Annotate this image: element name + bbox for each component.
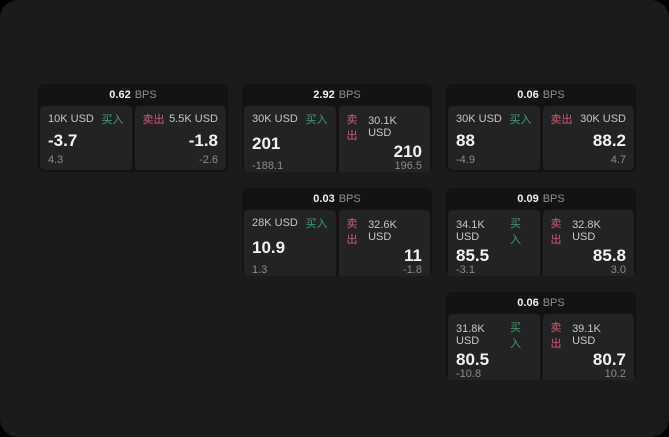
buy-amount: 31.8K USD <box>456 323 485 347</box>
buy-side-label: 买入 <box>101 114 124 126</box>
quote-card: 0.03 BPS 28K USD 买入 10.9 1.3 卖出 32.6K US… <box>242 188 432 276</box>
buy-price: -3.7 <box>48 131 78 150</box>
bps-unit-label: BPS <box>134 89 157 101</box>
bps-value: 2.92 <box>313 89 335 101</box>
buy-panel[interactable]: 34.1K USD 买入 85.5 -3.1 <box>448 210 540 276</box>
sell-price: 210 <box>393 142 422 161</box>
sell-sub-value: -1.8 <box>403 264 422 276</box>
buy-sub-value: -10.8 <box>456 368 482 380</box>
sell-panel[interactable]: 卖出 30.1K USD 210 196.5 <box>338 106 430 172</box>
sell-price: -1.8 <box>188 131 218 150</box>
buy-price: 80.5 <box>456 350 490 369</box>
sell-sub-value: 3.0 <box>610 264 626 276</box>
bps-unit-label: BPS <box>338 89 361 101</box>
sell-amount: 5.5K USD <box>169 113 218 125</box>
sell-panel[interactable]: 卖出 5.5K USD -1.8 -2.6 <box>134 106 226 170</box>
buy-side-label: 买入 <box>509 218 521 246</box>
sell-sub-value: 10.2 <box>604 368 626 380</box>
buy-sub-value: -188.1 <box>252 160 284 172</box>
buy-sub-value: -3.1 <box>456 264 475 276</box>
bps-unit-label: BPS <box>338 193 361 205</box>
bps-value: 0.62 <box>109 89 131 101</box>
quote-card: 0.06 BPS 30K USD 买入 88 -4.9 卖出 30K USD <box>446 84 636 172</box>
buy-sub-value: 1.3 <box>252 264 268 276</box>
card-body: 28K USD 买入 10.9 1.3 卖出 32.6K USD 11 -1.8 <box>242 210 432 276</box>
quote-card: 2.92 BPS 30K USD 买入 201 -188.1 卖出 30.1K … <box>242 84 432 172</box>
bps-unit-label: BPS <box>542 193 565 205</box>
quote-card: 0.09 BPS 34.1K USD 买入 85.5 -3.1 卖出 32.8K… <box>446 188 636 276</box>
sell-panel[interactable]: 卖出 30K USD 88.2 4.7 <box>542 106 634 170</box>
card-body: 31.8K USD 买入 80.5 -10.8 卖出 39.1K USD 80.… <box>446 314 636 380</box>
sell-side-label: 卖出 <box>550 322 562 350</box>
sell-panel[interactable]: 卖出 32.6K USD 11 -1.8 <box>338 210 430 276</box>
sell-sub-value: 196.5 <box>394 160 422 172</box>
bps-unit-label: BPS <box>542 89 565 101</box>
sell-side-label: 卖出 <box>550 114 573 126</box>
bps-value: 0.09 <box>517 193 539 205</box>
sell-side-label: 卖出 <box>142 114 165 126</box>
buy-amount: 30K USD <box>456 113 502 125</box>
sell-price: 11 <box>404 246 422 265</box>
buy-panel[interactable]: 30K USD 买入 88 -4.9 <box>448 106 540 170</box>
sell-amount: 30.1K USD <box>368 115 397 139</box>
buy-price: 10.9 <box>252 238 286 257</box>
buy-panel[interactable]: 10K USD 买入 -3.7 4.3 <box>40 106 132 170</box>
buy-price: 85.5 <box>456 246 490 265</box>
bps-unit-label: BPS <box>542 297 565 309</box>
quote-card: 0.62 BPS 10K USD 买入 -3.7 4.3 卖出 5.5K USD <box>38 84 228 172</box>
sell-price: 80.7 <box>592 350 626 369</box>
buy-panel[interactable]: 28K USD 买入 10.9 1.3 <box>244 210 336 276</box>
buy-amount: 30K USD <box>252 113 298 125</box>
card-header: 0.03 BPS <box>242 188 432 210</box>
card-body: 34.1K USD 买入 85.5 -3.1 卖出 32.8K USD 85.8… <box>446 210 636 276</box>
sell-side-label: 卖出 <box>346 114 358 142</box>
bps-value: 0.06 <box>517 89 539 101</box>
card-body: 30K USD 买入 201 -188.1 卖出 30.1K USD 210 1… <box>242 106 432 172</box>
sell-amount: 32.6K USD <box>368 219 397 243</box>
buy-price: 88 <box>456 131 475 150</box>
bps-value: 0.06 <box>517 297 539 309</box>
buy-amount: 10K USD <box>48 113 94 125</box>
sell-price: 88.2 <box>592 131 626 150</box>
quote-card: 0.06 BPS 31.8K USD 买入 80.5 -10.8 卖出 39.1… <box>446 292 636 380</box>
card-header: 0.06 BPS <box>446 292 636 314</box>
sell-sub-value: 4.7 <box>610 154 626 166</box>
card-body: 30K USD 买入 88 -4.9 卖出 30K USD 88.2 4.7 <box>446 106 636 172</box>
buy-amount: 34.1K USD <box>456 219 485 243</box>
sell-side-label: 卖出 <box>346 218 358 246</box>
buy-side-label: 买入 <box>305 218 328 230</box>
sell-amount: 32.8K USD <box>572 219 601 243</box>
card-header: 0.06 BPS <box>446 84 636 106</box>
buy-price: 201 <box>252 134 281 153</box>
sell-amount: 30K USD <box>580 113 626 125</box>
buy-panel[interactable]: 30K USD 买入 201 -188.1 <box>244 106 336 172</box>
sell-side-label: 卖出 <box>550 218 562 246</box>
buy-sub-value: 4.3 <box>48 154 64 166</box>
sell-panel[interactable]: 卖出 32.8K USD 85.8 3.0 <box>542 210 634 276</box>
buy-amount: 28K USD <box>252 217 298 229</box>
sell-price: 85.8 <box>592 246 626 265</box>
card-header: 2.92 BPS <box>242 84 432 106</box>
buy-side-label: 买入 <box>509 322 521 350</box>
buy-sub-value: -4.9 <box>456 154 475 166</box>
bps-value: 0.03 <box>313 193 335 205</box>
buy-panel[interactable]: 31.8K USD 买入 80.5 -10.8 <box>448 314 540 380</box>
sell-panel[interactable]: 卖出 39.1K USD 80.7 10.2 <box>542 314 634 380</box>
sell-sub-value: -2.6 <box>199 154 218 166</box>
card-header: 0.62 BPS <box>38 84 228 106</box>
sell-amount: 39.1K USD <box>572 323 601 347</box>
card-body: 10K USD 买入 -3.7 4.3 卖出 5.5K USD -1.8 -2.… <box>38 106 228 172</box>
buy-side-label: 买入 <box>305 114 328 126</box>
buy-side-label: 买入 <box>509 114 532 126</box>
card-header: 0.09 BPS <box>446 188 636 210</box>
quote-card-grid: 0.62 BPS 10K USD 买入 -3.7 4.3 卖出 5.5K USD <box>38 84 636 380</box>
